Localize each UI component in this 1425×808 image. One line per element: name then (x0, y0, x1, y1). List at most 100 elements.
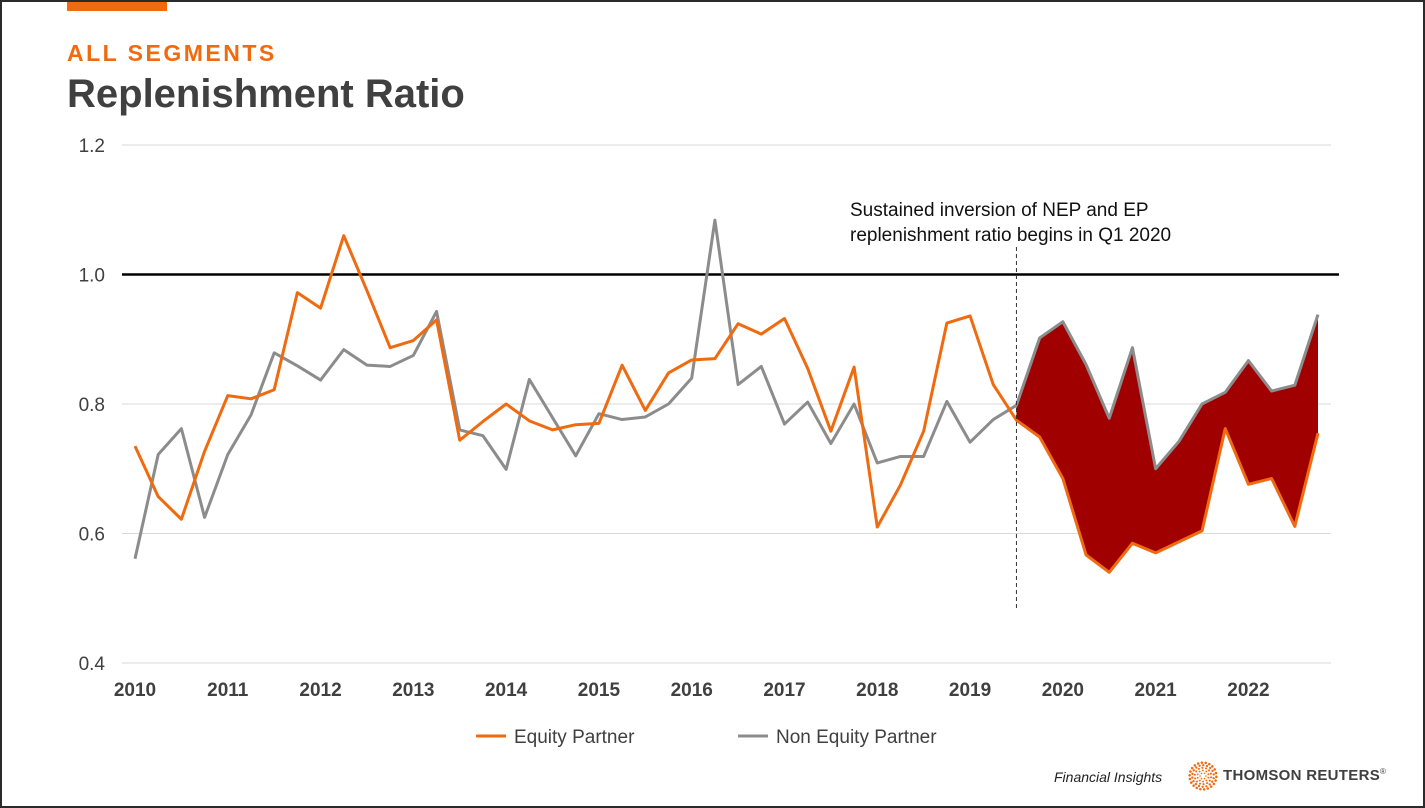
x-tick-label: 2014 (485, 680, 528, 701)
logo-dot (1207, 769, 1211, 772)
logo-dot (1211, 769, 1214, 773)
equity-partner-line (133, 234, 1320, 574)
logo-dot (1196, 762, 1200, 765)
logo-dot (1202, 788, 1206, 791)
logo-dot (1191, 776, 1194, 779)
logo-dot (1190, 766, 1194, 770)
logo-dot (1202, 783, 1205, 786)
legend: Equity Partner Non Equity Partner (476, 727, 937, 748)
accent-bar (67, 2, 167, 11)
y-tick-label: 0.8 (79, 395, 105, 416)
logo-dot (1201, 766, 1204, 769)
logo-dot (1208, 783, 1211, 786)
logo-dot (1204, 761, 1207, 765)
logo-dot (1213, 768, 1216, 771)
logo-dot (1191, 772, 1194, 775)
logo-dot (1202, 769, 1204, 772)
logo-dot (1192, 784, 1195, 787)
logo-dot (1211, 765, 1214, 768)
x-tick-label: 2022 (1227, 680, 1269, 701)
logo-dot (1207, 773, 1210, 776)
logo-dot (1214, 771, 1218, 775)
logo-dot (1193, 764, 1197, 767)
y-tick-label: 0.4 (79, 654, 106, 675)
logo-dot (1194, 777, 1197, 780)
x-tick-label: 2019 (949, 680, 991, 701)
logo-dot (1212, 773, 1215, 776)
logo-dot (1210, 776, 1213, 779)
logo-dot (1197, 767, 1200, 770)
x-tick-label: 2017 (763, 680, 805, 701)
x-axis-ticks: 2010 2011 2012 2013 2014 2015 2016 2017 2018 2019… (114, 680, 1270, 701)
logo-dot (1200, 777, 1203, 780)
logo-dot (1196, 773, 1199, 776)
logo-dot (1205, 764, 1209, 768)
logo-dot (1194, 782, 1197, 786)
logo-dot (1200, 761, 1204, 764)
logo-dot (1209, 772, 1212, 775)
annotation-line-1: Sustained inversion of NEP and EP (850, 200, 1149, 221)
logo-dot (1200, 772, 1203, 775)
series-lines (133, 218, 1320, 574)
x-tick-label: 2018 (856, 680, 898, 701)
x-tick-label: 2012 (299, 680, 341, 701)
logo-dot (1201, 785, 1204, 788)
logo-dot (1204, 767, 1208, 770)
logo-dot (1195, 786, 1199, 790)
logo-dot (1195, 770, 1198, 773)
y-tick-label: 0.6 (79, 525, 105, 546)
annotation-line-2: replenishment ratio begins in Q1 2020 (850, 225, 1171, 246)
logo-dot (1211, 780, 1214, 783)
x-tick-label: 2010 (114, 680, 156, 701)
eyebrow-label: ALL SEGMENTS (67, 40, 277, 66)
logo-dot (1196, 776, 1199, 779)
footer-note: Financial Insights (1054, 769, 1163, 785)
logo-dot (1212, 782, 1216, 786)
logo-dot (1214, 779, 1217, 782)
logo-dot (1206, 787, 1210, 790)
grid-lines (122, 144, 1331, 664)
logo-dot (1188, 777, 1192, 781)
thomson-reuters-logo-icon (1188, 761, 1218, 791)
x-tick-label: 2013 (392, 680, 434, 701)
logo-dot (1212, 777, 1215, 780)
non-equity-partner-line (133, 218, 1320, 560)
logo-dot (1202, 764, 1205, 767)
logo-dot (1207, 762, 1211, 766)
logo-dot (1197, 784, 1201, 788)
logo-dot (1206, 782, 1209, 785)
x-tick-label: 2011 (207, 680, 249, 701)
logo-dot (1203, 777, 1206, 780)
logo-dot (1195, 766, 1198, 769)
brand-name: THOMSON REUTERS® (1223, 767, 1386, 784)
logo-dot (1195, 780, 1199, 783)
logo-dot (1205, 779, 1208, 782)
logo-dot (1199, 775, 1201, 777)
logo-dot (1188, 773, 1191, 777)
logo-dot (1209, 766, 1212, 770)
logo-dot (1209, 785, 1213, 788)
legend-label-equity: Equity Partner (514, 727, 635, 748)
logo-dot (1215, 775, 1218, 779)
logo-dot (1190, 781, 1193, 784)
logo-dot (1205, 775, 1207, 777)
brand-registered-mark: ® (1380, 767, 1387, 776)
page-title: Replenishment Ratio (67, 72, 465, 116)
annotation: Sustained inversion of NEP and EP replen… (850, 200, 1171, 246)
logo-dot (1207, 776, 1210, 779)
x-tick-label: 2021 (1134, 680, 1177, 701)
logo-dot (1198, 782, 1202, 785)
y-tick-label: 1.0 (79, 266, 105, 287)
brand-text: THOMSON REUTERS (1223, 767, 1381, 784)
logo-dot (1205, 770, 1208, 773)
y-axis-ticks: 0.4 0.6 0.8 1.0 1.2 (79, 136, 106, 675)
logo-dot (1192, 769, 1195, 772)
x-tick-label: 2020 (1042, 680, 1084, 701)
logo-dot (1198, 764, 1201, 767)
logo-dot (1198, 779, 1201, 782)
logo-dot (1198, 770, 1201, 773)
legend-label-non-equity: Non Equity Partner (776, 727, 937, 748)
logo-dot (1189, 770, 1192, 773)
